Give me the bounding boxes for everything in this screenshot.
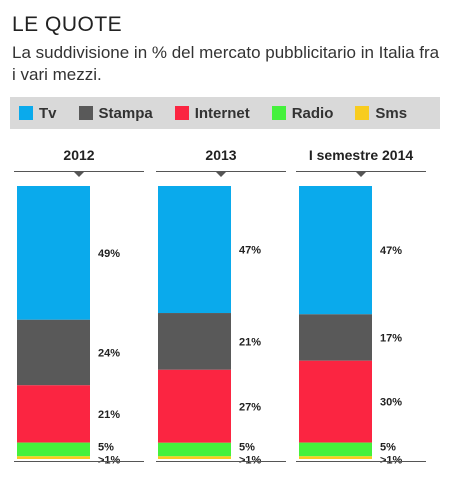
data-label-sms-3: >1% (380, 455, 403, 467)
legend-label-tv: Tv (39, 104, 57, 122)
bar-segment-sms-3 (299, 456, 372, 459)
legend-swatch-stampa (78, 106, 93, 120)
bar-segment-internet-2 (158, 369, 231, 443)
data-label-tv-3: 47% (380, 245, 402, 257)
legend-label-radio: Radio (291, 104, 334, 122)
bar-segment-stampa-1 (17, 319, 90, 386)
baseline-2012 (14, 461, 144, 462)
bar-segment-sms-1 (17, 456, 90, 459)
bar-segment-radio-2 (158, 442, 231, 457)
column-header-label: 2012 (63, 147, 95, 163)
chart-subtitle: La suddivisione in % del mercato pubblic… (12, 43, 440, 84)
data-label-stampa-1: 24% (98, 348, 120, 360)
data-label-tv-2: 47% (239, 245, 261, 257)
column-header-label: 2013 (205, 147, 237, 163)
baseline-2014-h1 (296, 461, 426, 462)
data-label-stampa-2: 21% (239, 336, 261, 348)
legend-item-stampa: Stampa (78, 104, 153, 122)
legend-swatch-tv (19, 106, 33, 120)
data-label-radio-3: 5% (380, 441, 396, 453)
baseline-2013 (156, 461, 286, 462)
bar-segment-tv-1 (17, 186, 90, 320)
data-label-internet-2: 27% (239, 401, 261, 413)
legend-swatch-sms (355, 106, 370, 120)
legend: Tv Stampa Internet Radio Sms (10, 97, 440, 129)
data-label-tv-1: 49% (98, 248, 120, 260)
column-header-label: I semestre 2014 (308, 147, 414, 163)
bar-segment-sms-2 (158, 456, 231, 459)
data-label-radio-1: 5% (98, 441, 114, 453)
bar-segment-stampa-3 (299, 314, 372, 361)
data-label-sms-2: >1% (239, 455, 262, 467)
column-header-2013: 2013 (156, 147, 286, 177)
caret-down-icon (356, 172, 366, 177)
data-label-stampa-3: 17% (380, 333, 402, 345)
bar-segment-stampa-2 (158, 313, 231, 370)
data-label-internet-1: 21% (98, 409, 120, 421)
data-label-sms-1: >1% (98, 455, 121, 467)
legend-item-tv: Tv (19, 105, 57, 122)
bar-segment-tv-2 (158, 186, 231, 314)
legend-swatch-internet (174, 106, 189, 120)
legend-swatch-radio (271, 106, 286, 120)
data-label-internet-3: 30% (380, 397, 402, 409)
legend-label-stampa: Stampa (98, 104, 153, 122)
bar-segment-radio-3 (299, 442, 372, 457)
legend-item-sms: Sms (355, 105, 407, 122)
caret-down-icon (74, 172, 84, 177)
column-header-2014-h1: I semestre 2014 (296, 147, 426, 177)
column-header-2012: 2012 (14, 147, 144, 177)
legend-item-radio: Radio (271, 104, 334, 122)
caret-down-icon (216, 172, 226, 177)
legend-item-internet: Internet (174, 104, 250, 122)
data-label-radio-2: 5% (239, 442, 255, 454)
legend-label-internet: Internet (194, 104, 250, 122)
bar-segment-internet-3 (299, 360, 372, 443)
chart-title: LE QUOTE (12, 13, 123, 36)
legend-label-sms: Sms (375, 104, 408, 122)
bar-segment-radio-1 (17, 442, 90, 457)
bar-segment-tv-3 (299, 186, 372, 315)
bar-segment-internet-1 (17, 385, 90, 443)
